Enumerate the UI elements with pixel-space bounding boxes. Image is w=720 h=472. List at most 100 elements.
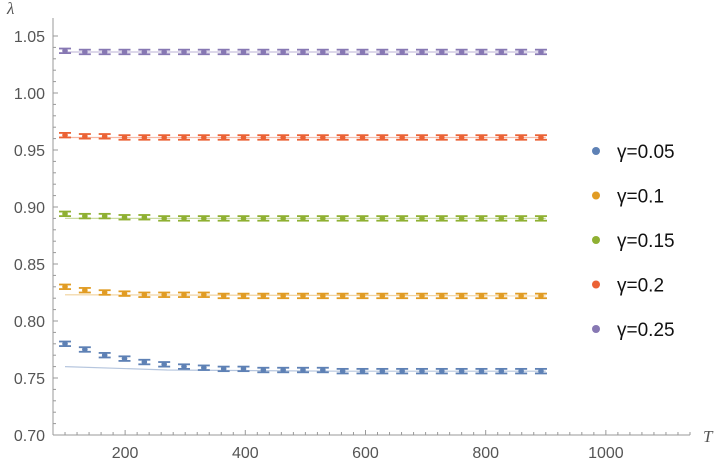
data-point [435, 367, 448, 375]
point-marker [518, 293, 524, 299]
point-marker [260, 49, 267, 55]
point-marker [538, 134, 544, 141]
point-marker [240, 293, 247, 299]
point-marker [161, 291, 167, 298]
data-point [118, 134, 131, 141]
point-marker [478, 134, 485, 141]
data-point [296, 292, 309, 300]
point-marker [201, 291, 207, 298]
data-point [415, 134, 428, 141]
point-marker [62, 132, 68, 138]
data-point [118, 355, 131, 362]
point-marker [121, 134, 128, 141]
data-point [455, 215, 468, 222]
y-tick-label: 0.75 [14, 371, 45, 388]
data-point [277, 215, 290, 222]
data-point [495, 367, 508, 375]
data-point [158, 48, 171, 56]
data-point [138, 48, 151, 56]
data-point [455, 367, 468, 375]
data-point [415, 367, 428, 375]
point-marker [82, 49, 88, 55]
point-marker [201, 134, 207, 141]
data-point [78, 346, 91, 353]
point-marker [399, 134, 405, 141]
point-marker [220, 366, 227, 372]
data-point [197, 215, 210, 222]
point-marker [498, 293, 505, 299]
data-point [98, 352, 111, 359]
data-point [158, 134, 171, 141]
point-marker [399, 49, 405, 55]
y-tick-label: 0.95 [14, 143, 45, 160]
point-marker [399, 215, 405, 222]
data-point [59, 47, 72, 54]
data-point [376, 48, 389, 56]
point-marker [458, 134, 465, 141]
point-marker [121, 49, 128, 55]
data-point [336, 134, 349, 141]
data-point [396, 134, 409, 141]
point-marker [518, 134, 524, 141]
point-marker [419, 368, 425, 374]
legend-label: γ=0.1 [617, 187, 664, 208]
point-marker [161, 361, 167, 368]
point-marker [121, 355, 128, 362]
point-marker [240, 49, 247, 55]
point-marker [379, 215, 386, 222]
data-point [178, 215, 191, 222]
y-tick-label: 0.85 [14, 257, 45, 274]
legend-item: γ=0.1 [592, 187, 664, 208]
data-point [356, 215, 369, 222]
legend-item: γ=0.2 [592, 276, 664, 297]
data-point [376, 134, 389, 141]
point-marker [458, 49, 465, 55]
legend-label: γ=0.15 [617, 231, 675, 252]
point-marker [220, 293, 227, 299]
point-marker [320, 293, 326, 299]
point-marker [141, 134, 148, 141]
y-tick-label: 0.70 [14, 428, 45, 445]
data-point [415, 48, 428, 56]
point-marker [439, 368, 445, 374]
point-marker [498, 215, 505, 222]
data-point [158, 361, 171, 368]
data-point [495, 215, 508, 222]
data-point [495, 292, 508, 300]
point-marker [201, 215, 207, 222]
point-marker [280, 134, 286, 141]
x-tick-label: 400 [232, 445, 259, 462]
point-marker [518, 368, 524, 374]
point-marker [141, 291, 148, 298]
point-marker [82, 213, 88, 219]
legend: γ=0.05 γ=0.1 γ=0.15 γ=0.2 γ=0.25 [592, 142, 675, 341]
point-marker [181, 363, 187, 370]
point-marker [320, 49, 326, 55]
point-marker [141, 359, 148, 365]
point-marker [181, 291, 187, 298]
point-marker [240, 366, 247, 372]
data-point [534, 134, 547, 141]
data-point [237, 292, 250, 300]
data-point [435, 215, 448, 222]
data-point [455, 134, 468, 141]
point-marker [478, 49, 485, 55]
data-point [277, 292, 290, 300]
point-marker [320, 367, 326, 373]
data-point [59, 210, 72, 218]
point-marker [538, 49, 544, 55]
data-point [257, 292, 270, 300]
data-point [277, 134, 290, 141]
data-point [257, 215, 270, 222]
data-point [316, 134, 329, 141]
point-marker [320, 134, 326, 141]
data-point [515, 48, 528, 56]
point-marker [478, 368, 485, 374]
data-point [396, 215, 409, 222]
data-point [356, 134, 369, 141]
point-marker [359, 368, 366, 374]
point-marker [339, 215, 346, 222]
point-marker [419, 49, 425, 55]
point-marker [538, 368, 544, 374]
point-marker [240, 215, 247, 222]
